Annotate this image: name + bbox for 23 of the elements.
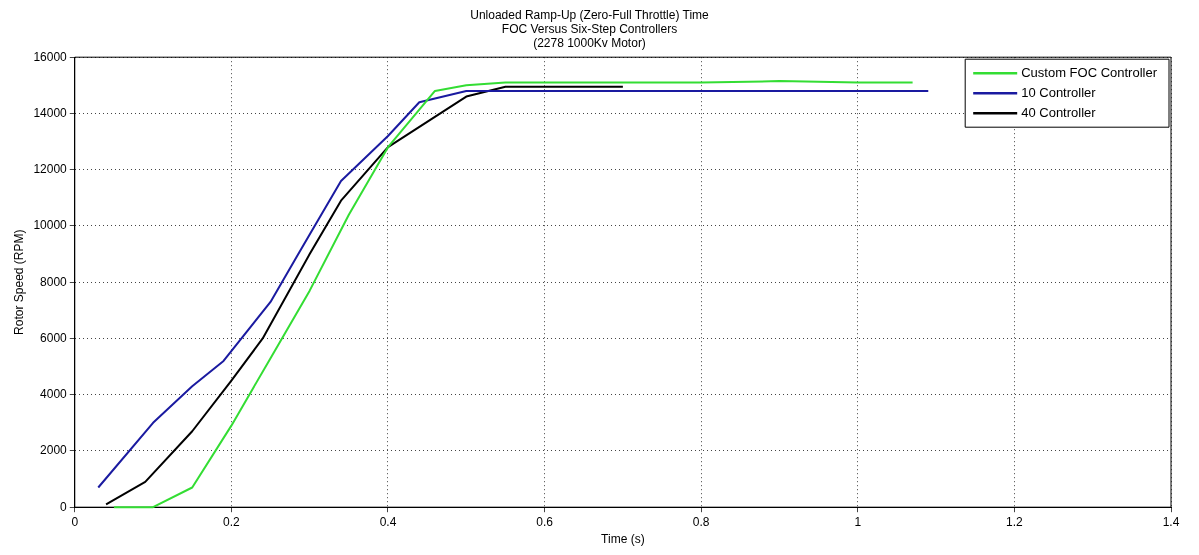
x-tick-label: 1 — [854, 514, 862, 529]
x-tick-label: 1.2 — [1006, 514, 1024, 529]
x-tick-label: 0.4 — [379, 514, 397, 529]
legend-label: 40 Controller — [1021, 104, 1097, 120]
y-tick-label: 6000 — [40, 330, 68, 345]
y-tick-label: 14000 — [33, 105, 68, 120]
y-tick-label: 8000 — [40, 274, 68, 289]
x-axis-title: Time (s) — [601, 532, 645, 547]
x-tick-label: 1.4 — [1162, 514, 1180, 529]
x-tick-label: 0.2 — [223, 514, 241, 529]
y-axis-title: Rotor Speed (RPM) — [11, 229, 26, 335]
y-tick-label: 10000 — [33, 218, 68, 233]
y-tick-label: 0 — [60, 499, 68, 514]
y-tick-label: 4000 — [40, 387, 68, 402]
legend-label: Custom FOC Controller — [1021, 64, 1158, 80]
chart-title: Unloaded Ramp-Up (Zero-Full Throttle) Time FOC Versus Six-Step Controllers (2278 1000Kv Motor) — [470, 7, 710, 51]
y-tick-label: 12000 — [33, 162, 68, 177]
y-tick-label: 16000 — [33, 49, 68, 64]
x-tick-label: 0.8 — [692, 514, 710, 529]
legend-label: 10 Controller — [1021, 84, 1097, 100]
y-tick-label: 2000 — [40, 443, 68, 458]
x-tick-label: 0 — [71, 514, 79, 529]
x-tick-label: 0.6 — [536, 514, 554, 529]
